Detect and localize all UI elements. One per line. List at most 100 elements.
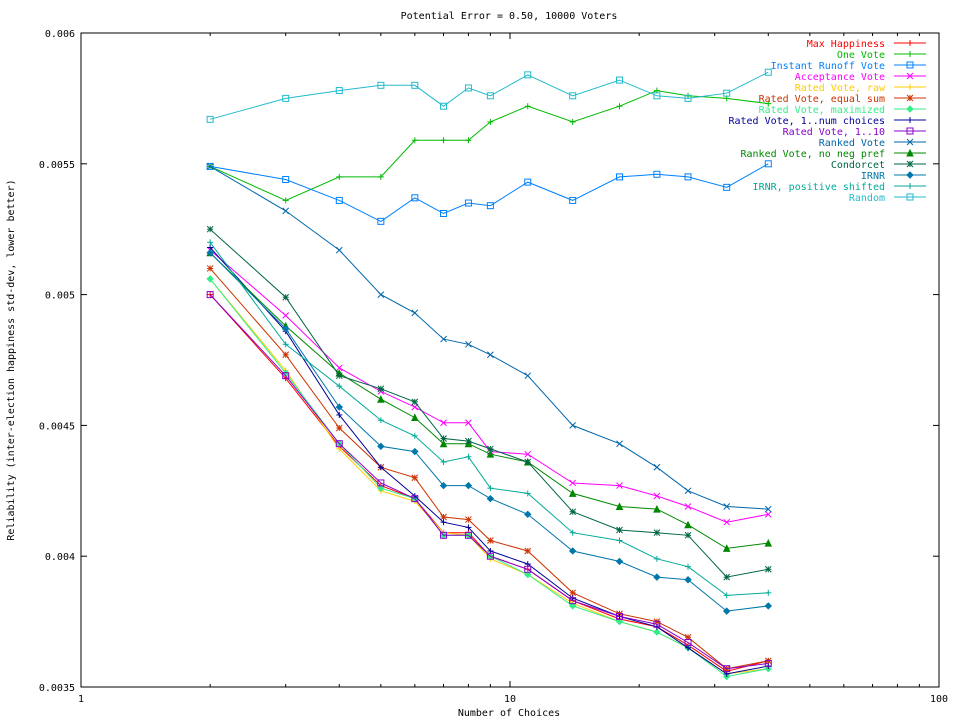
data-point [764,510,772,518]
data-point [282,94,290,102]
data-point [377,173,384,180]
data-point [206,162,214,170]
data-point [569,597,577,605]
data-point [487,445,494,453]
data-point [569,422,577,429]
data-point [524,71,532,79]
legend-entry: Max Happiness [807,39,926,50]
legend-label: Rated Vote, 1..num choices [728,116,885,127]
data-point [206,225,214,233]
data-point [411,495,419,503]
data-point [764,68,772,76]
data-point [206,249,214,257]
data-point [464,84,472,92]
data-point [440,519,447,526]
series-ranked-vote [206,163,772,513]
series-condorcet [206,225,772,581]
axis-ticks: 0.0035 0.004 0.0045 0.005 0.0055 0.006 1 10 100 [39,29,948,705]
data-point [653,504,661,513]
data-point [524,178,532,186]
data-point [723,665,731,673]
legend-entry: Ranked Vote, no neg pref [741,148,926,160]
data-point [282,372,290,380]
data-point [723,89,731,97]
data-point [615,502,624,510]
data-point [411,309,419,317]
data-point [411,194,419,202]
data-point [377,442,385,451]
data-point [486,92,494,100]
data-point [464,199,472,207]
data-point [765,100,772,107]
data-point [653,620,661,628]
data-point [487,118,494,125]
y-tick-label: 0.0055 [39,160,75,171]
legend-entry: Rated Vote, maximized [759,105,926,116]
legend-entry: Condorcet [831,160,926,171]
legend-label: Instant Runoff Vote [771,61,885,72]
data-point [377,484,385,492]
legend-entry: IRNR, positive shifted [753,182,926,193]
data-point [616,173,624,181]
data-point [486,552,494,560]
data-point [569,589,577,597]
series-random [206,68,772,123]
series-instant-runoff-vote [206,160,772,225]
data-point [524,458,532,466]
series-rated-vote-1-10 [206,291,772,673]
legend-marker [906,61,914,69]
data-point [723,592,730,599]
data-point [377,479,385,487]
legend-marker [907,51,913,57]
legend-marker [906,127,914,135]
data-point [524,565,532,573]
legend-marker [906,105,914,113]
data-point [336,411,343,418]
data-point [764,160,772,168]
data-point [440,137,447,144]
data-point [335,424,343,432]
data-point [524,103,531,110]
data-point [723,518,731,526]
data-point [464,531,472,539]
data-point [335,246,343,254]
y-tick-label: 0.006 [45,29,75,40]
data-point [685,563,692,570]
data-point [377,291,385,298]
legend-label: Rated Vote, equal sum [759,94,885,105]
data-point [335,403,343,411]
legend-entry: Rated Vote, 1..10 [783,127,926,138]
data-point [616,526,623,534]
data-point [282,293,290,301]
data-point [440,459,447,466]
legend-marker [906,72,914,80]
legend-marker [906,138,914,146]
data-point [206,275,214,283]
legend-entry: Instant Runoff Vote [771,61,926,72]
data-point [653,628,661,636]
series-irnr [206,249,772,615]
data-point [653,492,661,500]
data-point [411,432,418,439]
legend-marker [906,94,914,102]
series-line [210,163,769,222]
data-point [411,474,419,482]
data-point [524,490,531,497]
data-point [569,196,577,204]
data-point [616,440,623,448]
x-tick-label: 1 [78,694,84,705]
data-point [440,435,447,442]
data-point [464,481,473,490]
data-point [684,639,692,647]
data-point [465,419,472,427]
data-point [524,450,532,458]
data-point [440,531,448,539]
data-point [616,612,624,620]
data-point [335,87,343,95]
legend-label: Rated Vote, raw [795,83,886,94]
data-point [282,312,290,319]
data-point [206,291,214,299]
data-point [653,170,661,178]
